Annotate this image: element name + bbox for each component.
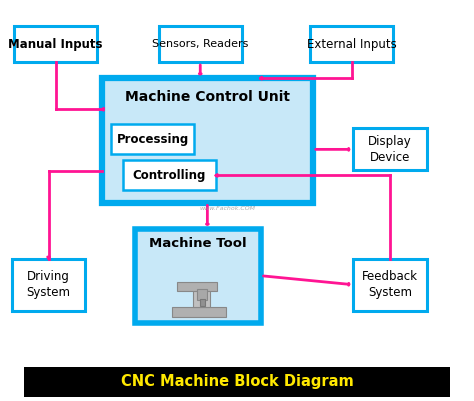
Text: CNC Machine Block Diagram: CNC Machine Block Diagram <box>120 375 354 389</box>
Text: Sensors, Readers: Sensors, Readers <box>152 39 248 49</box>
Bar <box>193 289 210 307</box>
FancyBboxPatch shape <box>353 128 427 170</box>
Bar <box>197 289 207 300</box>
FancyBboxPatch shape <box>111 124 194 154</box>
Text: Driving
System: Driving System <box>27 270 71 299</box>
FancyBboxPatch shape <box>24 367 450 397</box>
Text: Display
Device: Display Device <box>368 135 412 164</box>
Text: www.Fachok.COM: www.Fachok.COM <box>200 206 255 211</box>
FancyBboxPatch shape <box>353 259 427 311</box>
Bar <box>200 299 205 306</box>
FancyBboxPatch shape <box>135 229 261 323</box>
Bar <box>176 282 217 291</box>
Text: Feedback
System: Feedback System <box>362 270 418 299</box>
Text: External Inputs: External Inputs <box>307 38 397 51</box>
FancyBboxPatch shape <box>310 26 393 62</box>
Text: Controlling: Controlling <box>133 169 206 182</box>
Text: Machine Tool: Machine Tool <box>149 237 246 250</box>
FancyBboxPatch shape <box>123 160 216 190</box>
Bar <box>172 307 226 317</box>
FancyBboxPatch shape <box>159 26 242 62</box>
FancyBboxPatch shape <box>12 259 85 311</box>
Text: Machine Control Unit: Machine Control Unit <box>125 90 290 104</box>
Text: Manual Inputs: Manual Inputs <box>9 38 103 51</box>
Text: Processing: Processing <box>117 133 189 146</box>
FancyBboxPatch shape <box>14 26 97 62</box>
FancyBboxPatch shape <box>102 78 313 203</box>
